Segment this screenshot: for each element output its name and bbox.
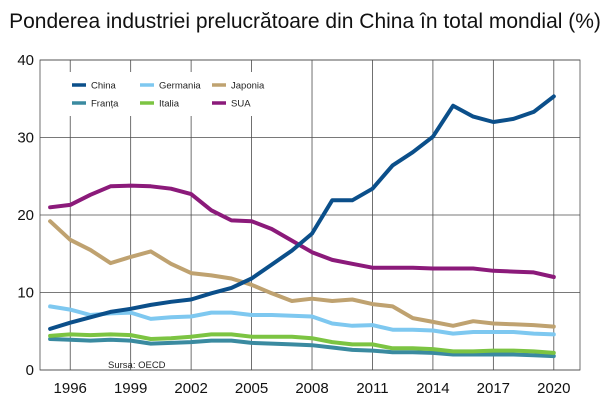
source-note: Sursa: OECD <box>108 360 166 371</box>
x-tick-label: 2005 <box>235 380 268 397</box>
x-tick-label: 2011 <box>356 380 388 397</box>
y-tick-label: 30 <box>17 130 34 147</box>
axes: 1996 1999 2002 2005 2008 2011 2014 2017 2020 0 10 2… <box>17 52 570 397</box>
x-tick-label: 1999 <box>114 380 147 397</box>
series-line-germania <box>48 304 556 337</box>
series-group <box>48 94 556 359</box>
plot-frame <box>39 59 581 371</box>
chart-title: Ponderea industriei prelucrătoare din Ch… <box>9 10 600 33</box>
series-line-china <box>48 94 556 331</box>
x-tick-label: 1996 <box>54 380 87 397</box>
series-line-japonia <box>48 219 556 329</box>
series-line-italia <box>48 332 556 355</box>
grid <box>39 59 581 371</box>
legend-label: Germania <box>159 81 201 92</box>
legend-background <box>62 72 267 116</box>
x-tick-label: 2008 <box>295 380 328 397</box>
legend-label: Italia <box>159 99 180 110</box>
x-tick-label: 2014 <box>416 380 449 397</box>
y-tick-label: 40 <box>17 52 34 69</box>
x-tick-label: 2020 <box>537 380 570 397</box>
legend: China Germania Japonia Franța Italia SUA <box>72 81 265 110</box>
series-line-sua <box>48 183 556 279</box>
y-tick-label: 20 <box>17 207 34 224</box>
legend-label: China <box>91 81 117 92</box>
legend-label: SUA <box>231 99 251 110</box>
series-line-franta <box>48 337 556 359</box>
legend-label: Franța <box>91 99 119 110</box>
x-tick-label: 2017 <box>477 380 510 397</box>
y-tick-label: 10 <box>17 285 34 302</box>
y-tick-label: 0 <box>26 362 34 379</box>
legend-label: Japonia <box>231 81 265 92</box>
x-tick-label: 2002 <box>174 380 207 397</box>
